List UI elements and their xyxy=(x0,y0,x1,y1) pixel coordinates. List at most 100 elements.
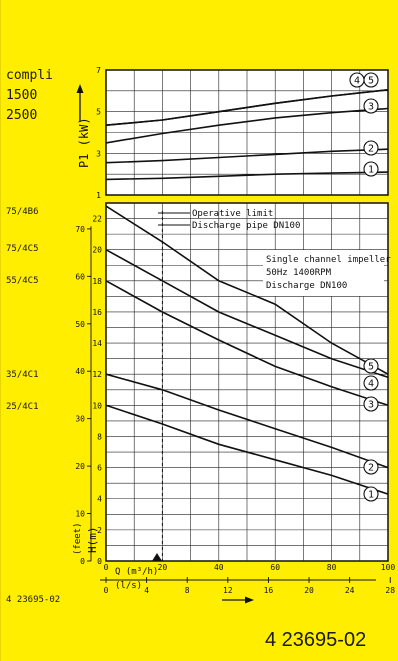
x-axis-title-m3h: Q (m³/h) xyxy=(115,567,158,577)
power-curve-tag-2: 2 xyxy=(368,144,374,155)
power-curve-tag-circle-5 xyxy=(363,72,379,88)
drawing-number-large: 4 23695-02 xyxy=(265,629,367,651)
head-panel-curve-tags: 5 4 3 2 1 xyxy=(363,358,379,502)
power-curve-tag-1: 1 xyxy=(368,165,374,176)
power-curve-tag-circle-2 xyxy=(363,140,379,156)
info-box xyxy=(263,250,384,296)
x-tick-m3h: 40 xyxy=(214,563,224,572)
power-tick-label: 5 xyxy=(96,108,101,117)
x-tick-ls: 16 xyxy=(264,586,274,595)
head-curve-5 xyxy=(105,205,389,375)
model-label-35-4c1: 35/4C1 xyxy=(6,370,39,380)
head-tick-m: 14 xyxy=(92,339,102,348)
head-curve-tag-circle-1 xyxy=(363,486,379,502)
x-tick-m3h: 20 xyxy=(158,563,168,572)
head-tick-m: 6 xyxy=(97,464,102,473)
x-tick-m3h: 60 xyxy=(270,563,280,572)
head-tick-m: 18 xyxy=(92,277,102,286)
head-tick-feet: 0 xyxy=(80,557,85,566)
head-tick-m: 8 xyxy=(97,432,102,441)
x-tick-ls: 4 xyxy=(144,586,149,595)
power-curve-1 xyxy=(105,171,389,181)
head-curve-3 xyxy=(105,280,389,407)
head-tick-m: 10 xyxy=(92,401,102,410)
power-curve-tag-4: 4 xyxy=(354,76,360,87)
x-tick-ls: 12 xyxy=(223,586,233,595)
power-label-compli: compli xyxy=(6,68,53,83)
head-curve-tag-5: 5 xyxy=(368,362,374,373)
head-curve-tag-3: 3 xyxy=(368,400,374,411)
power-curve-tag-5: 5 xyxy=(368,76,374,87)
power-panel-curves xyxy=(105,89,389,181)
annotation-discharge-pipe: Discharge pipe DN100 xyxy=(192,221,300,231)
x-tick-m3h: 100 xyxy=(381,563,396,572)
head-tick-feet: 30 xyxy=(75,415,85,424)
x-tick-ls: 24 xyxy=(345,586,355,595)
power-axis-arrow-head xyxy=(76,84,84,93)
head-curve-tag-4: 4 xyxy=(368,379,374,390)
model-label-75-4b6: 75/4B6 xyxy=(6,207,39,217)
head-tick-m: 22 xyxy=(92,215,102,224)
power-tick-label: 3 xyxy=(96,149,101,158)
power-curve-tag-3: 3 xyxy=(368,102,374,113)
info-frequency: 50Hz 1400RPM xyxy=(266,268,332,278)
head-tick-feet: 50 xyxy=(75,320,85,329)
head-axis-title-group: H(m) xyxy=(86,527,99,554)
x-tick-ls: 20 xyxy=(304,586,314,595)
info-discharge: Discharge DN100 xyxy=(266,281,347,291)
model-label-75-4c5: 75/4C5 xyxy=(6,244,39,254)
x-tick-ls: 0 xyxy=(104,586,109,595)
power-curve-tag-circle-3 xyxy=(363,98,379,114)
power-label-1500: 1500 xyxy=(6,88,38,103)
head-tick-m: 4 xyxy=(97,495,102,504)
head-tick-m: 20 xyxy=(92,246,102,255)
head-tick-feet: 10 xyxy=(75,510,85,519)
x-axis-title-ls: (l/s) xyxy=(115,581,142,591)
power-panel-grid xyxy=(106,70,388,195)
power-curve-2 xyxy=(105,148,389,164)
power-label-2500: 2500 xyxy=(6,108,38,123)
x-axis-arrow-head xyxy=(245,596,254,604)
head-curve-2 xyxy=(105,373,389,469)
head-curve-tag-circle-5 xyxy=(363,358,379,374)
head-curve-tag-circle-4 xyxy=(363,375,379,391)
head-curve-tag-1: 1 xyxy=(368,490,374,501)
power-curve-3 xyxy=(105,107,389,144)
power-curve-5 xyxy=(105,89,389,126)
operative-limit-marker xyxy=(152,553,162,561)
power-panel-ticks: 1 3 5 7 xyxy=(96,66,101,200)
head-tick-feet: 70 xyxy=(75,225,85,234)
head-tick-feet: 60 xyxy=(75,272,85,281)
power-tick-label: 1 xyxy=(96,191,101,200)
head-panel-curves xyxy=(105,205,389,495)
head-tick-feet: 40 xyxy=(75,367,85,376)
x-tick-ls: 28 xyxy=(385,586,395,595)
model-label-25-4c1: 25/4C1 xyxy=(6,402,39,412)
head-curve-tag-2: 2 xyxy=(368,463,374,474)
head-tick-m: 2 xyxy=(97,526,102,535)
power-axis-title-group: P1 (kW) xyxy=(77,117,91,168)
head-tick-m: 16 xyxy=(92,308,102,317)
power-tick-label: 7 xyxy=(96,66,101,75)
head-curve-1 xyxy=(105,404,389,495)
model-label-55-4c5: 55/4C5 xyxy=(6,276,39,286)
head-curve-4 xyxy=(105,248,389,379)
power-curve-tag-circle-1 xyxy=(363,161,379,177)
x-tick-m3h: 0 xyxy=(104,563,109,572)
head-tick-m: 12 xyxy=(92,370,102,379)
x-tick-ls: 8 xyxy=(185,586,190,595)
x-tick-m3h: 80 xyxy=(327,563,337,572)
head-axis-title: H(m) xyxy=(86,527,99,554)
power-panel-curve-tags: 4 5 3 2 1 xyxy=(349,72,379,177)
info-impeller: Single channel impeller xyxy=(266,255,391,265)
head-curve-tag-circle-2 xyxy=(363,459,379,475)
head-tick-m: 0 xyxy=(97,557,102,566)
head-curve-tag-circle-3 xyxy=(363,396,379,412)
head-feet-title-group: (feet) xyxy=(73,522,83,555)
power-axis-title: P1 (kW) xyxy=(77,117,91,168)
head-tick-feet: 20 xyxy=(75,462,85,471)
annotation-operative-limit: Operative limit xyxy=(192,209,273,219)
